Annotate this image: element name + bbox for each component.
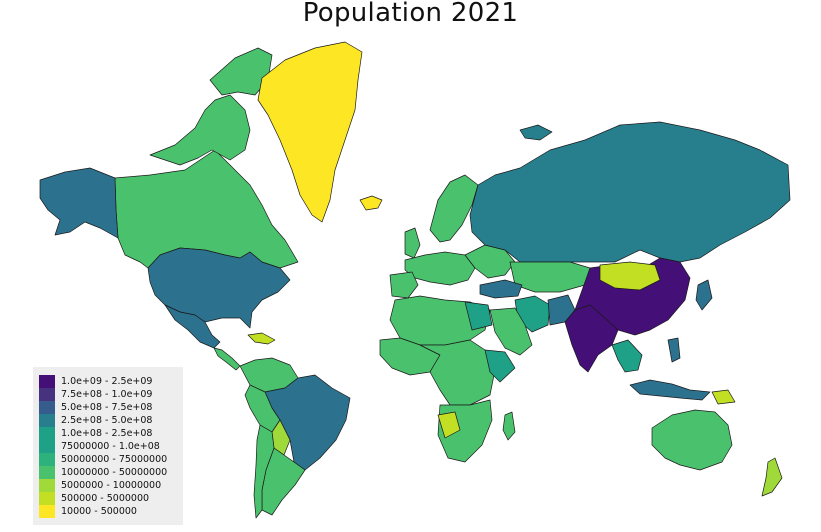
legend-label: 500000 - 5000000 [61,493,150,504]
legend-item: 1.0e+08 - 2.5e+08 [39,427,152,440]
country-ethiopia [484,349,516,383]
legend-swatch [39,375,55,388]
legend-item: 500000 - 5000000 [39,492,149,505]
country-central-africa [419,339,496,406]
map-title: Population 2021 [302,0,519,28]
legend-label: 10000000 - 50000000 [61,467,168,478]
country-mexico [164,304,221,349]
legend-swatch [39,440,55,453]
map-legend: 1.0e+09 - 2.5e+09 7.5e+08 - 1.0e+09 5.0e+0… [33,367,183,525]
country-philippines [667,337,681,363]
legend-label: 5000000 - 10000000 [61,480,162,491]
country-uk [404,227,421,259]
legend-item: 7.5e+08 - 1.0e+09 [39,388,152,401]
country-new-zealand [761,457,783,497]
legend-item: 10000000 - 50000000 [39,466,167,479]
country-iberia [389,271,419,299]
legend-label: 2.5e+08 - 5.0e+08 [61,415,153,426]
country-mongolia [599,261,661,291]
country-southeast-asia [611,339,643,373]
legend-item: 10000 - 500000 [39,505,137,518]
legend-swatch [39,492,55,505]
legend-swatch [39,388,55,401]
country-papua-new-guinea [711,389,736,405]
country-australia [651,409,733,471]
legend-swatch [39,453,55,466]
country-iceland [359,195,383,211]
country-north-africa [389,295,491,346]
country-russia [469,121,791,263]
legend-label: 1.0e+09 - 2.5e+09 [61,376,153,387]
legend-item: 75000000 - 1.0e+08 [39,440,160,453]
legend-label: 75000000 - 1.0e+08 [61,441,160,452]
country-kazakhstan [509,261,591,293]
country-central-america [213,347,241,371]
legend-label: 7.5e+08 - 1.0e+09 [61,389,153,400]
country-saudi-arabia [489,307,533,356]
country-angola [437,411,461,439]
legend-label: 1.0e+08 - 2.5e+08 [61,428,153,439]
legend-swatch [39,479,55,492]
country-canada-islands [149,94,251,166]
legend-item: 2.5e+08 - 5.0e+08 [39,414,152,427]
legend-swatch [39,401,55,414]
country-chile [253,424,275,519]
legend-item: 50000000 - 75000000 [39,453,167,466]
legend-swatch [39,505,55,518]
country-caribbean [247,332,276,345]
country-russia-arctic-islands [519,124,553,141]
country-turkey [479,279,523,299]
country-scandinavia [429,174,479,243]
country-madagascar [502,411,516,441]
legend-label: 5.0e+08 - 7.5e+08 [61,402,153,413]
legend-item: 5000000 - 10000000 [39,479,161,492]
legend-label: 10000 - 500000 [61,506,137,517]
legend-label: 50000000 - 75000000 [61,454,168,465]
country-japan [695,279,713,311]
country-greenland [257,41,363,223]
country-egypt [464,301,493,331]
legend-swatch [39,427,55,440]
legend-item: 5.0e+08 - 7.5e+08 [39,401,152,414]
legend-item: 1.0e+09 - 2.5e+09 [39,375,152,388]
legend-swatch [39,414,55,427]
legend-swatch [39,466,55,479]
country-usa-alaska [39,167,119,239]
country-indonesia [629,379,711,401]
